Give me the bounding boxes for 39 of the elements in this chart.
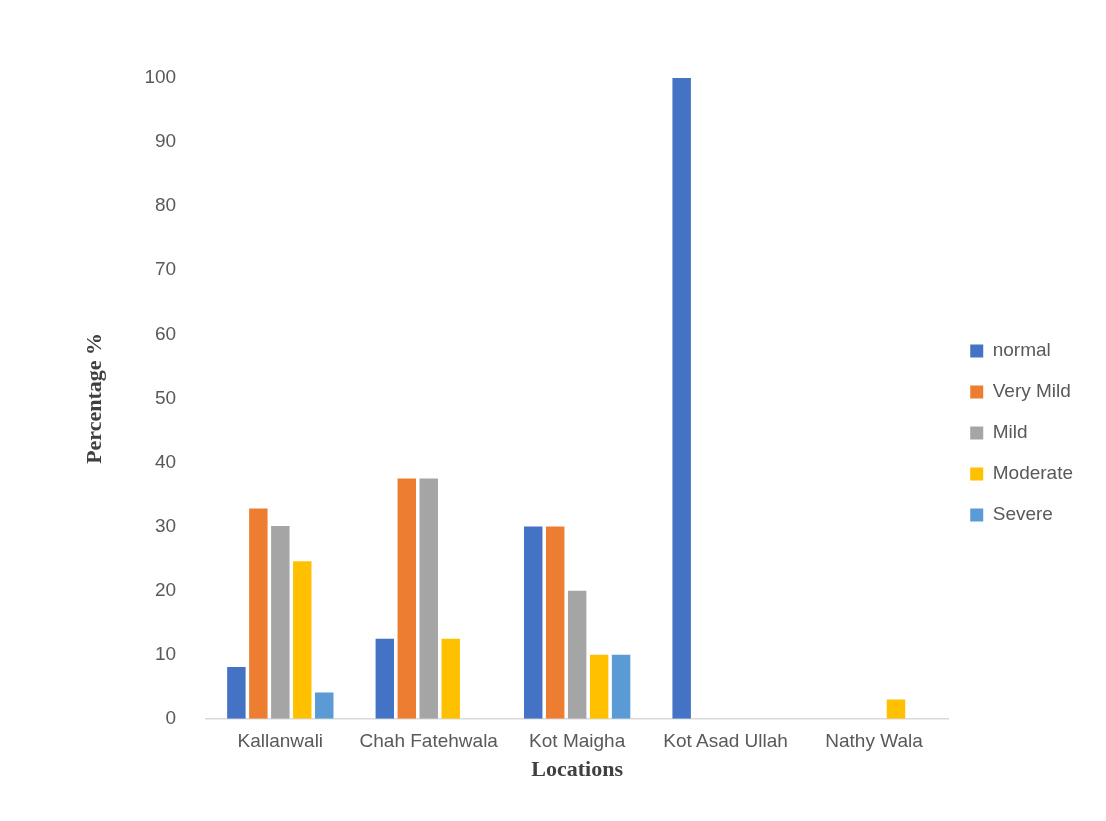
- x-tick-label: Nathy Wala: [825, 730, 924, 752]
- y-axis-title: Percentage %: [80, 332, 106, 464]
- bar: [271, 525, 290, 719]
- bar: [524, 526, 543, 719]
- bar: [397, 478, 416, 719]
- y-tick-label: 100: [144, 66, 177, 88]
- y-tick-label: 60: [154, 322, 177, 344]
- legend-label: Very Mild: [992, 380, 1071, 402]
- bar: [611, 654, 631, 719]
- legend-label: Mild: [992, 421, 1028, 443]
- y-tick-label: 20: [154, 578, 177, 600]
- y-tick-label: 0: [165, 707, 177, 729]
- legend-label: Moderate: [992, 462, 1074, 484]
- bar: [672, 78, 691, 719]
- bar: [567, 590, 587, 719]
- y-tick-label: 40: [154, 450, 177, 472]
- bar: [589, 654, 609, 719]
- legend-label: normal: [992, 339, 1051, 361]
- y-tick-label: 50: [154, 386, 177, 408]
- y-tick-label: 70: [154, 258, 177, 280]
- bar: [315, 692, 334, 719]
- bar: [227, 666, 246, 719]
- bar: [249, 508, 268, 719]
- y-tick-label: 10: [154, 642, 177, 664]
- bar: [441, 638, 460, 719]
- x-tick-label: Chah Fatehwala: [359, 730, 499, 752]
- bar: [886, 699, 906, 719]
- y-tick-label: 30: [154, 514, 177, 536]
- y-tick-label: 80: [154, 194, 177, 216]
- x-axis-title: Locations: [531, 756, 624, 782]
- y-tick-label: 90: [154, 130, 177, 152]
- bar: [293, 561, 312, 719]
- legend-label: Severe: [992, 503, 1053, 525]
- x-tick-label: Kot Asad Ullah: [663, 730, 788, 752]
- x-tick-label: Kallanwali: [237, 730, 324, 752]
- x-tick-label: Kot Maigha: [529, 730, 626, 752]
- bar: [375, 638, 395, 719]
- bar: [419, 478, 438, 719]
- bar: [545, 526, 565, 719]
